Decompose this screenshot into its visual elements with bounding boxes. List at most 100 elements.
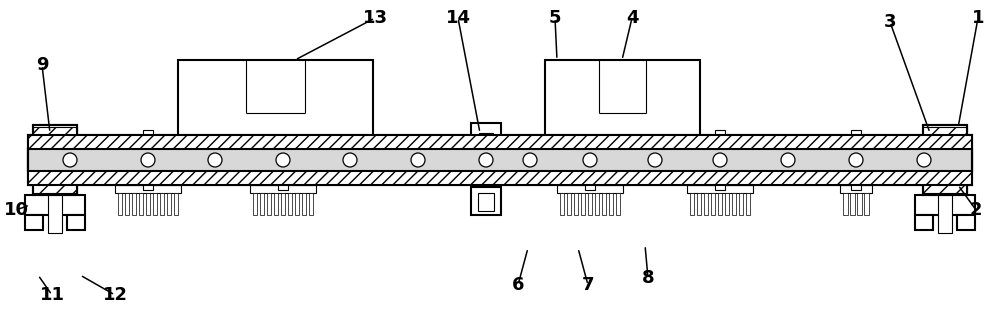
Bar — [174, 193, 178, 215]
Circle shape — [208, 153, 222, 167]
Circle shape — [479, 153, 493, 167]
Text: 7: 7 — [582, 276, 594, 294]
Bar — [840, 185, 872, 193]
Text: 8: 8 — [642, 269, 654, 287]
Bar — [850, 193, 855, 215]
Bar — [478, 193, 494, 211]
Bar — [609, 193, 613, 215]
Bar — [67, 215, 85, 230]
Circle shape — [343, 153, 357, 167]
Bar — [118, 193, 122, 215]
Circle shape — [781, 153, 795, 167]
Bar — [25, 215, 43, 230]
Bar — [923, 125, 967, 195]
Bar — [115, 185, 181, 193]
Bar — [28, 171, 972, 185]
Bar — [697, 193, 701, 215]
Text: 5: 5 — [549, 9, 561, 27]
Bar — [557, 185, 623, 193]
Bar — [302, 193, 306, 215]
Bar — [33, 127, 77, 141]
Bar — [938, 195, 952, 233]
Bar — [28, 135, 972, 185]
Circle shape — [781, 153, 795, 167]
Bar — [687, 185, 753, 193]
Bar — [739, 193, 743, 215]
Bar — [295, 193, 299, 215]
Bar — [479, 133, 493, 187]
Bar — [178, 60, 373, 135]
Circle shape — [917, 153, 931, 167]
Bar — [574, 193, 578, 215]
Circle shape — [411, 153, 425, 167]
Bar — [160, 193, 164, 215]
Bar — [915, 215, 933, 230]
Bar — [167, 193, 171, 215]
Bar — [864, 193, 869, 215]
Bar — [595, 193, 599, 215]
Circle shape — [141, 153, 155, 167]
Circle shape — [141, 153, 155, 167]
Bar — [33, 125, 77, 195]
Bar — [288, 193, 292, 215]
Bar — [851, 130, 861, 190]
Bar — [139, 193, 143, 215]
Bar — [915, 195, 975, 215]
Bar — [588, 193, 592, 215]
Circle shape — [411, 153, 425, 167]
Bar — [28, 149, 972, 171]
Bar — [281, 193, 285, 215]
Bar — [957, 215, 975, 230]
Circle shape — [917, 153, 931, 167]
Bar — [33, 125, 77, 195]
Bar — [260, 193, 264, 215]
Bar — [715, 130, 725, 190]
Bar — [33, 179, 77, 193]
Circle shape — [648, 153, 662, 167]
Circle shape — [523, 153, 537, 167]
Text: 13: 13 — [362, 9, 388, 27]
Circle shape — [276, 153, 290, 167]
Text: 2: 2 — [970, 201, 982, 219]
Circle shape — [208, 153, 222, 167]
Text: 4: 4 — [626, 9, 638, 27]
Bar — [560, 193, 564, 215]
Bar — [250, 185, 316, 193]
Bar — [545, 60, 700, 135]
Bar — [28, 171, 972, 185]
Bar — [857, 193, 862, 215]
Bar — [274, 193, 278, 215]
Bar — [585, 130, 595, 190]
Bar — [28, 135, 972, 149]
Circle shape — [583, 153, 597, 167]
Bar — [28, 149, 972, 171]
Bar — [923, 179, 967, 193]
Bar — [146, 193, 150, 215]
Bar — [843, 193, 848, 215]
Bar — [28, 135, 972, 185]
Bar — [278, 130, 288, 190]
Text: 11: 11 — [40, 286, 64, 304]
Bar — [616, 193, 620, 215]
Bar — [471, 187, 501, 215]
Circle shape — [479, 153, 493, 167]
Bar — [267, 193, 271, 215]
Text: 3: 3 — [884, 13, 896, 31]
Circle shape — [583, 153, 597, 167]
Bar — [923, 127, 967, 141]
Bar — [153, 193, 157, 215]
Bar — [690, 193, 694, 215]
Bar — [253, 193, 257, 215]
Bar — [581, 193, 585, 215]
Circle shape — [713, 153, 727, 167]
Text: 10: 10 — [4, 201, 28, 219]
Circle shape — [276, 153, 290, 167]
Circle shape — [849, 153, 863, 167]
Text: 12: 12 — [103, 286, 128, 304]
Bar — [471, 123, 501, 137]
Bar — [132, 193, 136, 215]
Bar — [143, 130, 153, 190]
Bar — [25, 195, 85, 215]
Text: 6: 6 — [512, 276, 524, 294]
Bar — [309, 193, 313, 215]
